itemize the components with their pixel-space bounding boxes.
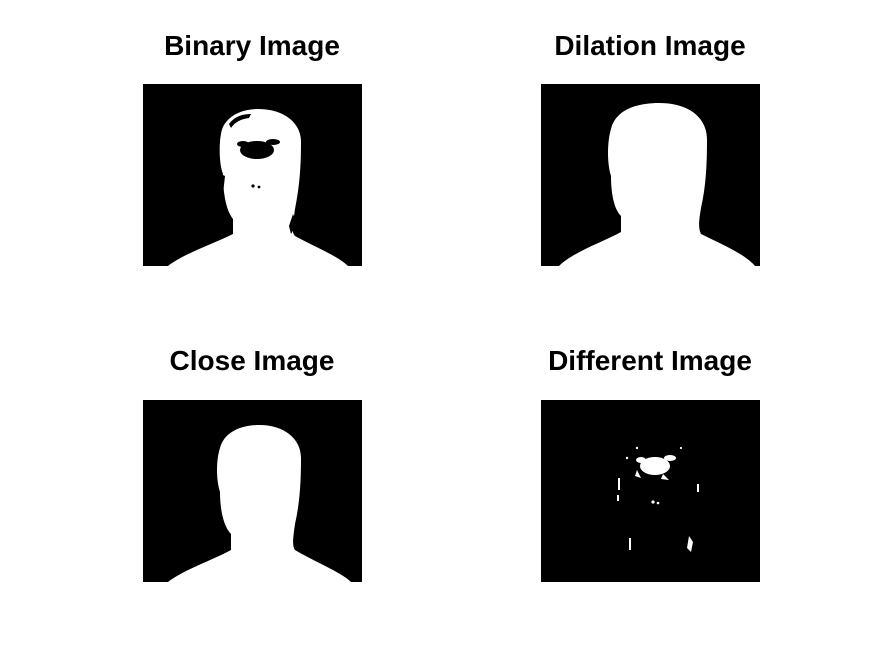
dilated-silhouette bbox=[541, 84, 760, 266]
panel-image-binary bbox=[143, 84, 362, 266]
panel-image-dilation bbox=[541, 84, 760, 266]
panel-image-different bbox=[541, 400, 760, 582]
difference-residue bbox=[541, 400, 760, 582]
panel-title-different: Different Image bbox=[548, 345, 752, 376]
panel-title-binary: Binary Image bbox=[164, 30, 340, 61]
binary-silhouette bbox=[143, 84, 362, 266]
panel-title-dilation: Dilation Image bbox=[554, 30, 746, 61]
panel-title-close: Close Image bbox=[169, 345, 335, 376]
closed-silhouette bbox=[143, 400, 362, 582]
panel-image-close bbox=[143, 400, 362, 582]
